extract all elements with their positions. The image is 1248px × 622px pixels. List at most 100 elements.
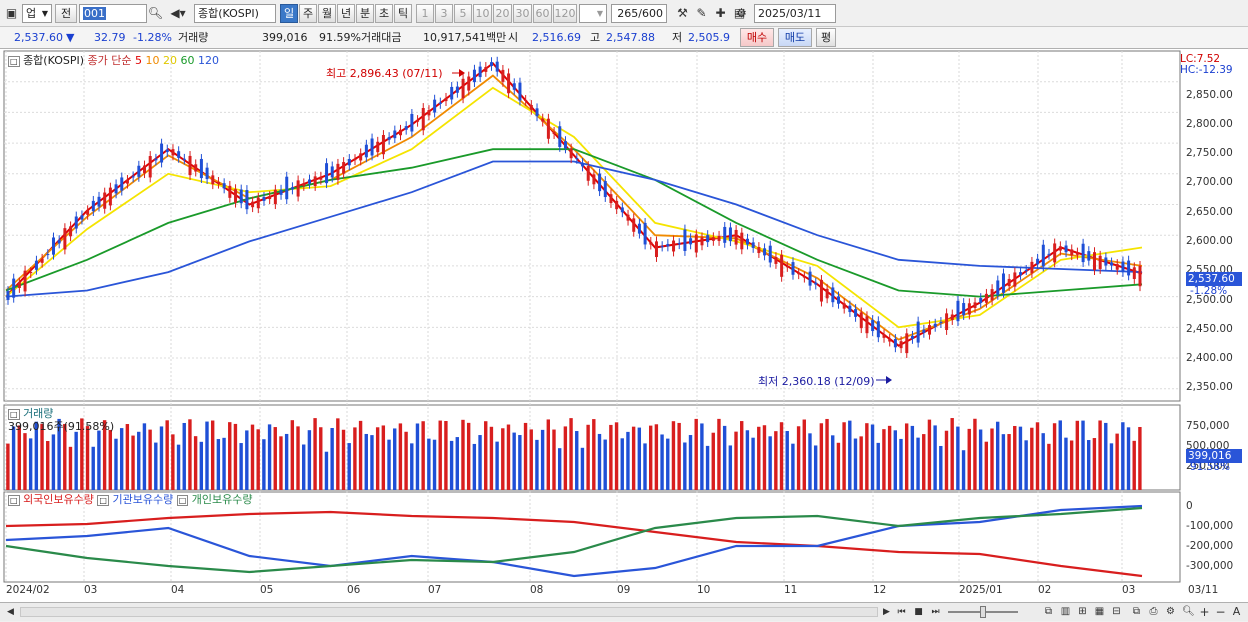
candle-body (842, 303, 846, 309)
candle-body (455, 86, 459, 93)
zoom-slider-thumb[interactable] (980, 606, 986, 618)
volume-bar (478, 435, 482, 490)
period-minute-button[interactable]: 분 (356, 4, 374, 23)
text-tool-icon[interactable]: A (1232, 605, 1241, 618)
period-second-button[interactable]: 초 (375, 4, 393, 23)
scroll-track[interactable] (20, 607, 878, 617)
candle-body (433, 99, 437, 113)
candle-body (1098, 255, 1102, 269)
collapse-icon[interactable]: □ (8, 495, 20, 506)
volume-bar (939, 445, 943, 490)
candle-body (563, 141, 567, 149)
print-icon[interactable]: ⎙ (1149, 606, 1158, 617)
volume-bar (671, 421, 676, 490)
chart-tools-icon[interactable]: ⚒ (677, 6, 688, 20)
candle-body (69, 226, 73, 237)
legend-box-icon: □ (176, 495, 189, 506)
period-month-button[interactable]: 월 (318, 4, 336, 23)
code-input[interactable]: 001 (79, 4, 147, 23)
period-day-button[interactable]: 일 (280, 4, 298, 23)
candle-body (165, 149, 169, 153)
candle-body (1041, 244, 1045, 267)
draw-line-icon[interactable]: ✎ (696, 6, 707, 20)
search-icon[interactable]: 🔍︎ (1182, 606, 1195, 617)
scroll-right-icon[interactable]: ▶ (883, 607, 890, 617)
candle-body (1047, 253, 1051, 255)
chart-type-icon[interactable]: ⊞ (1078, 606, 1087, 617)
x-tick: 2024/02 (6, 584, 50, 596)
settings-icon[interactable]: ⚙ (1166, 606, 1175, 617)
candle-body (876, 321, 880, 338)
volume-bar (717, 418, 721, 490)
collapse-icon[interactable]: □ (8, 56, 20, 67)
candle-body (672, 240, 676, 252)
minute-5-button[interactable]: 5 (454, 4, 472, 23)
candle-body (507, 73, 511, 94)
holdings-tick: -300,000 (1186, 560, 1234, 572)
volume-bar (375, 427, 380, 490)
chart-title: 종합(KOSPI) (23, 54, 85, 67)
period-year-button[interactable]: 년 (337, 4, 355, 23)
avg-button[interactable]: 평 (816, 28, 836, 47)
period-week-button[interactable]: 주 (299, 4, 317, 23)
candle-body (137, 165, 141, 177)
minute-3-button[interactable]: 3 (435, 4, 453, 23)
stock-name-field: 종합(KOSPI) (194, 4, 276, 23)
scroll-left-icon[interactable]: ◀ (7, 607, 14, 617)
chart-canvas[interactable] (0, 49, 1248, 602)
date-field[interactable]: 2025/03/11 (754, 4, 836, 23)
stop-icon[interactable]: ■ (914, 607, 923, 617)
buy-button[interactable]: 매수 (740, 28, 774, 47)
volume-bar (68, 446, 73, 490)
volume-pane-frame (3, 404, 1181, 491)
zoom-out-icon[interactable]: − (1215, 605, 1226, 619)
candle-body (535, 108, 539, 117)
save-icon[interactable]: ▤ (733, 6, 746, 20)
volume-bar (893, 430, 897, 490)
volume-bar (1041, 433, 1045, 490)
minute-30-button[interactable]: 30 (513, 4, 532, 23)
minute-1-button[interactable]: 1 (416, 4, 434, 23)
hc-value: HC:-12.39 (1180, 64, 1233, 76)
candle-body (1019, 272, 1023, 275)
candle-body (967, 303, 971, 315)
minute-select[interactable]: ▼ (579, 4, 607, 23)
bar-chart-icon[interactable]: ▥ (1060, 606, 1071, 617)
market-select[interactable]: 업 ▼ (22, 4, 52, 23)
copy-icon[interactable]: ⧉ (1132, 606, 1141, 617)
candle-body (808, 271, 812, 286)
minute-60-button[interactable]: 60 (533, 4, 552, 23)
compare-icon[interactable]: ⊟ (1112, 606, 1121, 617)
layout-icon[interactable]: ⧉ (1044, 606, 1053, 617)
candle-body (814, 282, 818, 285)
candle-body (825, 288, 829, 299)
volume-bar (484, 421, 488, 490)
volume-bar (1109, 443, 1114, 490)
count-field[interactable]: 265/600 (611, 4, 667, 23)
period-tick-button[interactable]: 틱 (394, 4, 412, 23)
minute-20-button[interactable]: 20 (493, 4, 512, 23)
sell-button[interactable]: 매도 (778, 28, 812, 47)
volume-current-tag: 399,016 (1186, 449, 1242, 463)
first-page-icon[interactable]: ⏮ (897, 607, 906, 617)
volume-bar (421, 421, 425, 490)
window-icon[interactable]: ▣ (5, 6, 18, 20)
candle-body (683, 229, 687, 251)
collapse-icon[interactable]: □ (8, 409, 20, 420)
zoom-in-icon[interactable]: + (1199, 605, 1210, 619)
jeon-button[interactable]: 전 (55, 4, 77, 23)
volume-bar (148, 429, 152, 490)
chart-style-icon[interactable]: ▦ (1094, 606, 1105, 617)
x-tick: 03 (1122, 584, 1136, 596)
candle-body (677, 243, 681, 245)
volume-bar (461, 419, 465, 490)
sound-icon[interactable]: ◀▾ (170, 6, 186, 20)
gear-icon[interactable]: ⚙ (736, 6, 747, 20)
search-icon[interactable]: 🔍︎ (147, 6, 164, 20)
last-page-icon[interactable]: ⏭ (931, 607, 940, 617)
crosshair-icon[interactable]: ✚ (715, 6, 726, 20)
candle-body (450, 86, 454, 100)
price-tick: 2,800.00 (1186, 118, 1233, 130)
minute-10-button[interactable]: 10 (473, 4, 492, 23)
minute-120-button[interactable]: 120 (553, 4, 577, 23)
